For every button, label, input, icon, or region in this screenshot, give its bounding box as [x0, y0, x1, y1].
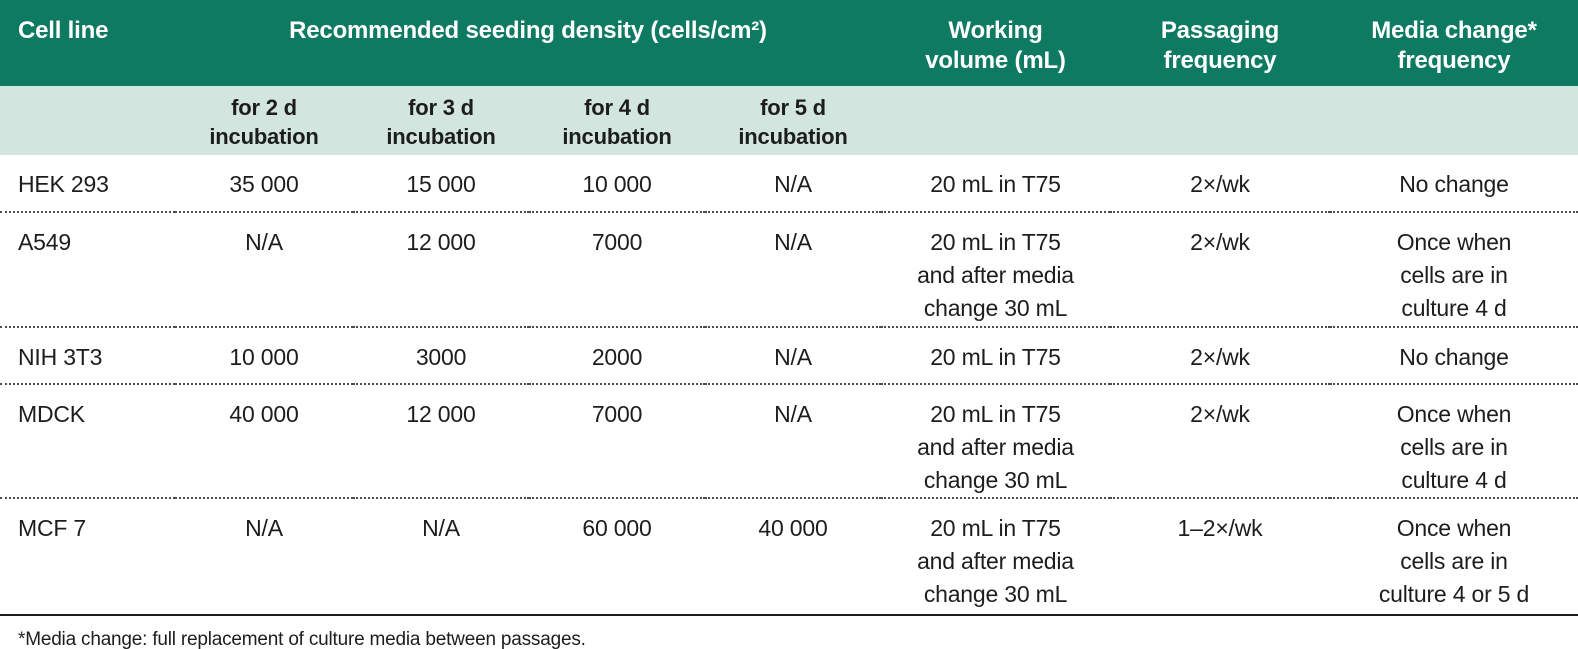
seeding-density-5d: N/A: [705, 326, 881, 384]
media-change-value: Once when cells are in culture 4 or 5 d: [1330, 497, 1578, 616]
seeding-density-5d: 40 000: [705, 497, 881, 616]
working-volume-value: 20 mL in T75: [930, 171, 1061, 197]
seeding-density-4d: 2000: [529, 326, 705, 384]
table-row-mcf7: MCF 7 N/A N/A 60 000 40 000 20 mL in T75…: [0, 497, 1578, 616]
seeding-density-3d: N/A: [353, 497, 529, 616]
seeding-density-4d: 60 000: [529, 497, 705, 616]
working-volume-value: 20 mL in T75 and after media change 30 m…: [881, 211, 1110, 327]
passaging-frequency-value: 1–2×/wk: [1110, 497, 1330, 616]
cell-culture-table: Cell line Recommended seeding density (c…: [0, 0, 1578, 616]
subheader-spacer: [1110, 86, 1330, 155]
table-row-mdck: MDCK 40 000 12 000 7000 N/A 20 mL in T75…: [0, 383, 1578, 498]
seeding-density-2d: 10 000: [175, 326, 353, 384]
working-volume-value: 20 mL in T75: [881, 326, 1110, 384]
seeding-density-2d: 35 000: [229, 171, 299, 197]
media-change-value: No change: [1330, 326, 1578, 384]
media-change-value: Once when cells are in culture 4 d: [1330, 211, 1578, 327]
table-footnote: *Media change: full replacement of cultu…: [18, 629, 586, 649]
seeding-density-4d: 10 000: [582, 171, 652, 197]
seeding-density-3d: 12 000: [353, 383, 529, 498]
table-subheader-row: for 2 d incubation for 3 d incubation fo…: [0, 86, 1578, 155]
seeding-density-3d: 3000: [353, 326, 529, 384]
table-row-hek293: HEK 293 35 000 15 000 10 000 N/A 20 mL i…: [0, 155, 1578, 212]
subheader-spacer: [1330, 86, 1578, 155]
subheader-spacer: [0, 86, 175, 155]
working-volume-value: 20 mL in T75 and after media change 30 m…: [881, 497, 1110, 616]
header-passaging-frequency: Passaging frequency: [1110, 0, 1330, 86]
seeding-density-5d: N/A: [705, 383, 881, 498]
header-cell-line: Cell line: [0, 0, 175, 86]
seeding-density-5d: N/A: [705, 211, 881, 327]
media-change-value: Once when cells are in culture 4 d: [1330, 383, 1578, 498]
media-change-value: No change: [1399, 171, 1509, 197]
passaging-frequency-value: 2×/wk: [1190, 171, 1250, 197]
table-row-a549: A549 N/A 12 000 7000 N/A 20 mL in T75 an…: [0, 211, 1578, 327]
cell-line-name: NIH 3T3: [0, 326, 175, 384]
seeding-density-4d: 7000: [529, 383, 705, 498]
header-working-volume: Working volume (mL): [881, 0, 1110, 86]
seeding-density-2d: N/A: [175, 211, 353, 327]
passaging-frequency-value: 2×/wk: [1110, 211, 1330, 327]
seeding-density-5d: N/A: [774, 171, 812, 197]
working-volume-value: 20 mL in T75 and after media change 30 m…: [881, 383, 1110, 498]
header-media-change-frequency: Media change* frequency: [1330, 0, 1578, 86]
seeding-density-2d: 40 000: [175, 383, 353, 498]
passaging-frequency-value: 2×/wk: [1110, 326, 1330, 384]
cell-line-name: HEK 293: [18, 171, 109, 197]
header-seeding-density: Recommended seeding density (cells/cm²): [175, 0, 881, 86]
subheader-4d-incubation: for 4 d incubation: [529, 86, 705, 155]
passaging-frequency-value: 2×/wk: [1110, 383, 1330, 498]
seeding-density-4d: 7000: [529, 211, 705, 327]
subheader-spacer: [881, 86, 1110, 155]
cell-line-name: MCF 7: [0, 497, 175, 616]
seeding-density-3d: 15 000: [406, 171, 476, 197]
cell-line-name: A549: [0, 211, 175, 327]
seeding-density-2d: N/A: [175, 497, 353, 616]
seeding-density-3d: 12 000: [353, 211, 529, 327]
subheader-2d-incubation: for 2 d incubation: [175, 86, 353, 155]
subheader-5d-incubation: for 5 d incubation: [705, 86, 881, 155]
cell-line-name: MDCK: [0, 383, 175, 498]
table-row-nih3t3: NIH 3T3 10 000 3000 2000 N/A 20 mL in T7…: [0, 326, 1578, 384]
subheader-3d-incubation: for 3 d incubation: [353, 86, 529, 155]
table-header-row: Cell line Recommended seeding density (c…: [0, 0, 1578, 86]
